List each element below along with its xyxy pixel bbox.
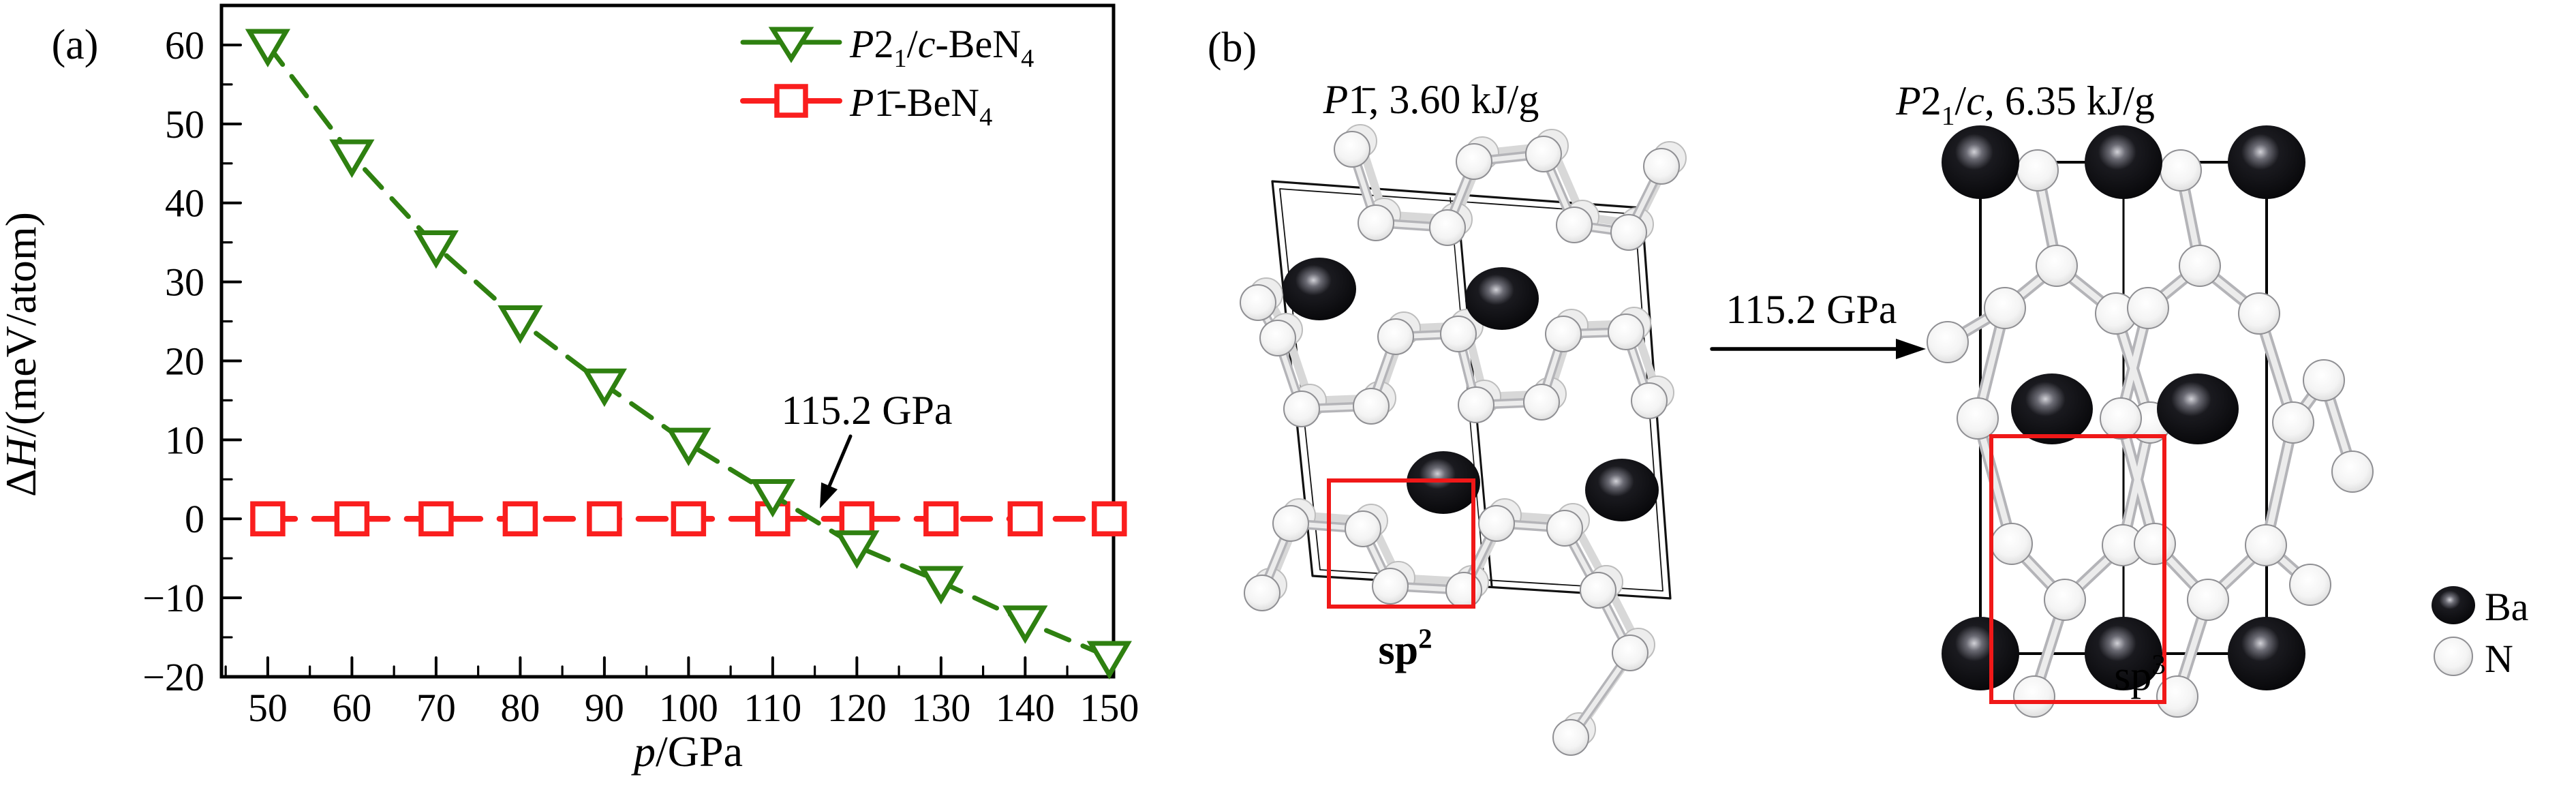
- legend-marker-square: [774, 84, 808, 118]
- svg-text:90: 90: [585, 686, 624, 730]
- annotation-arrow: [820, 434, 853, 508]
- svg-text:150: 150: [1079, 686, 1139, 730]
- panel-a-chart: [219, 3, 1116, 679]
- svg-text:−10: −10: [142, 576, 204, 620]
- legend-marker-triangle: [768, 27, 814, 63]
- svg-text:140: 140: [996, 686, 1055, 730]
- svg-text:20: 20: [165, 339, 204, 383]
- panel-b-label: (b): [1208, 25, 1257, 71]
- left-structure-ba-atoms: [1283, 258, 1659, 521]
- left-structure-title: P1̄, 3.60 kJ/g: [1323, 77, 1539, 122]
- legend-ba-label: Ba: [2485, 585, 2528, 629]
- transition-pressure-annotation: 115.2 GPa: [781, 388, 952, 433]
- svg-text:40: 40: [165, 181, 204, 226]
- svg-text:120: 120: [827, 686, 887, 730]
- right-structure-n-atoms: [1927, 149, 2374, 718]
- transition-arrow-label: 115.2 GPa: [1726, 287, 1897, 332]
- generated-graphics: 50 60 70 80 90 100 110 120 130 140 150 −20 −10 0 10 20 3…: [142, 3, 2475, 756]
- white-sphere-icon: [2434, 637, 2473, 676]
- x-axis-label: p/GPa: [631, 727, 743, 776]
- left-structure: [1240, 124, 1687, 756]
- legend-item-p1bar-label: P1̄-BeN4: [849, 80, 992, 132]
- legend-n-label: N: [2485, 637, 2513, 681]
- legend-item-p21c-label: P21/c-BeN4: [849, 22, 1034, 73]
- svg-text:110: 110: [743, 686, 801, 730]
- svg-text:80: 80: [500, 686, 540, 730]
- svg-text:50: 50: [165, 102, 204, 147]
- sp3-label: sp3: [2114, 649, 2166, 699]
- axis-ticks: 50 60 70 80 90 100 110 120 130 140 150 −20 −10 0 10 20 3…: [142, 23, 1139, 730]
- right-structure-title: P21/c, 6.35 kJ/g: [1895, 78, 2155, 130]
- svg-text:130: 130: [911, 686, 970, 730]
- svg-text:−20: −20: [142, 655, 204, 699]
- transition-arrow: [1710, 339, 1926, 359]
- svg-text:30: 30: [165, 260, 204, 305]
- y-axis-label: ΔH/(meV/atom): [0, 212, 45, 497]
- sp3-highlight-box: [1989, 434, 2166, 704]
- series-p21c: [245, 29, 1132, 680]
- svg-text:10: 10: [165, 418, 204, 462]
- chart-legend: [740, 27, 842, 118]
- sp2-highlight-box: [1327, 478, 1475, 609]
- right-structure-ba-atoms: [1942, 125, 2305, 690]
- svg-text:50: 50: [248, 686, 288, 730]
- sp2-label: sp2: [1378, 623, 1432, 673]
- atom-legend: [2432, 586, 2475, 676]
- svg-text:70: 70: [416, 686, 456, 730]
- svg-text:0: 0: [185, 497, 204, 541]
- left-structure-n-atoms: [1240, 131, 1680, 756]
- right-structure: [1927, 125, 2374, 718]
- svg-text:100: 100: [659, 686, 718, 730]
- panel-a-label: (a): [52, 22, 99, 68]
- chart-frame: [219, 3, 1116, 679]
- svg-text:60: 60: [165, 23, 204, 67]
- svg-text:60: 60: [332, 686, 371, 730]
- series-p1bar: [250, 501, 1127, 536]
